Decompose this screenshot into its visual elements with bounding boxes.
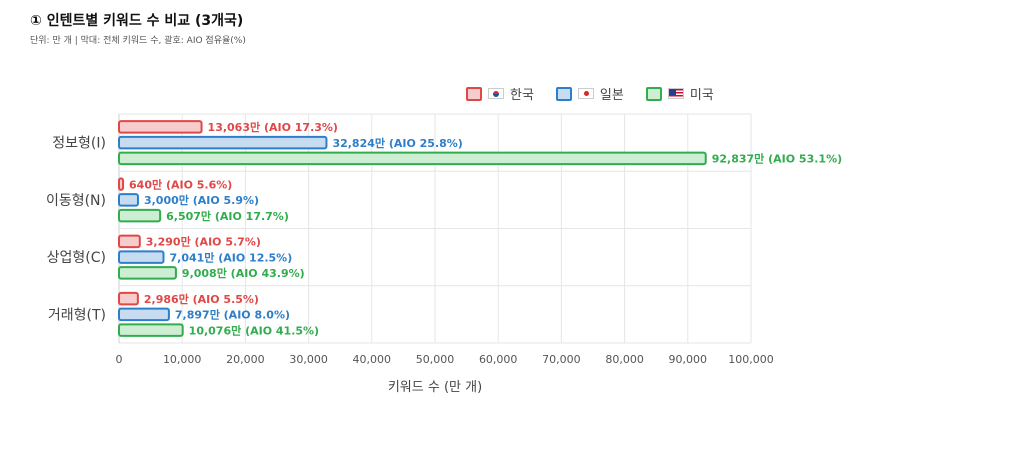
legend-swatch-jp [555,86,572,101]
y-category-label: 거래형(T) [48,307,106,323]
data-label-us: 9,008만 (AIO 43.9%) [182,266,305,280]
y-category-label: 이동형(N) [46,193,106,209]
bar-us [118,266,177,280]
x-tick-label: 60,000 [479,353,518,366]
bar-kr [118,120,203,134]
bar-jp [118,307,170,322]
bar-us [118,151,707,166]
data-label-jp: 3,000만 (AIO 5.9%) [144,193,259,207]
legend-label-jp: 일본 [599,88,624,103]
x-tick-label: 70,000 [542,353,581,366]
legend-swatch-us [645,86,662,101]
x-tick-label: 50,000 [416,353,455,366]
chart-subtitle: 단위: 만 개 | 막대: 전체 키워드 수, 괄호: AIO 점유율(%) [30,36,246,46]
data-label-kr: 3,290만 (AIO 5.7%) [146,235,261,249]
bar-jp [118,250,165,264]
data-label-kr: 13,063만 (AIO 17.3%) [208,120,338,134]
bar-kr [118,291,139,306]
data-label-jp: 7,041만 (AIO 12.5%) [169,250,292,264]
bar-jp [118,135,328,150]
data-label-kr: 640만 (AIO 5.6%) [129,177,232,191]
chart-legend: 한국 일본 미국 [466,84,714,103]
x-tick-label: 20,000 [226,353,265,366]
legend-label-kr: 한국 [510,88,534,103]
x-tick-label: 30,000 [289,353,328,366]
x-tick-label: 90,000 [669,353,708,366]
y-category-label: 정보형(I) [52,136,106,152]
data-label-kr: 2,986만 (AIO 5.5%) [144,292,259,306]
data-label-us: 92,837만 (AIO 53.1%) [712,152,842,166]
data-label-us: 6,507만 (AIO 17.7%) [166,209,289,223]
data-label-us: 10,076만 (AIO 41.5%) [189,323,319,337]
bar-kr [118,234,141,249]
bar-us [118,323,184,337]
data-label-jp: 7,897만 (AIO 8.0%) [175,308,290,322]
usa-flag-icon [667,88,684,99]
bar-jp [118,193,139,207]
legend-label-us: 미국 [689,88,714,103]
x-tick-label: 40,000 [353,353,392,366]
korea-flag-icon [488,88,504,99]
legend-swatch-kr [466,86,482,101]
legend-item-us[interactable]: 미국 [645,84,714,103]
bar-us [118,208,162,223]
chart-title: ① 인텐트별 키워드 수 비교 (3개국) [30,13,244,29]
japan-flag-icon [577,88,594,99]
x-tick-label: 10,000 [163,353,202,366]
x-tick-label: 100,000 [728,353,774,366]
data-label-jp: 32,824만 (AIO 25.8%) [332,136,462,150]
y-category-label: 상업형(C) [47,250,106,266]
x-tick-label: 0 [116,353,123,366]
x-tick-label: 80,000 [605,353,644,366]
x-axis-title: 키워드 수 (만 개) [388,380,482,395]
bar-kr [118,177,125,191]
legend-item-jp[interactable]: 일본 [555,84,624,103]
legend-item-kr[interactable]: 한국 [466,84,534,103]
